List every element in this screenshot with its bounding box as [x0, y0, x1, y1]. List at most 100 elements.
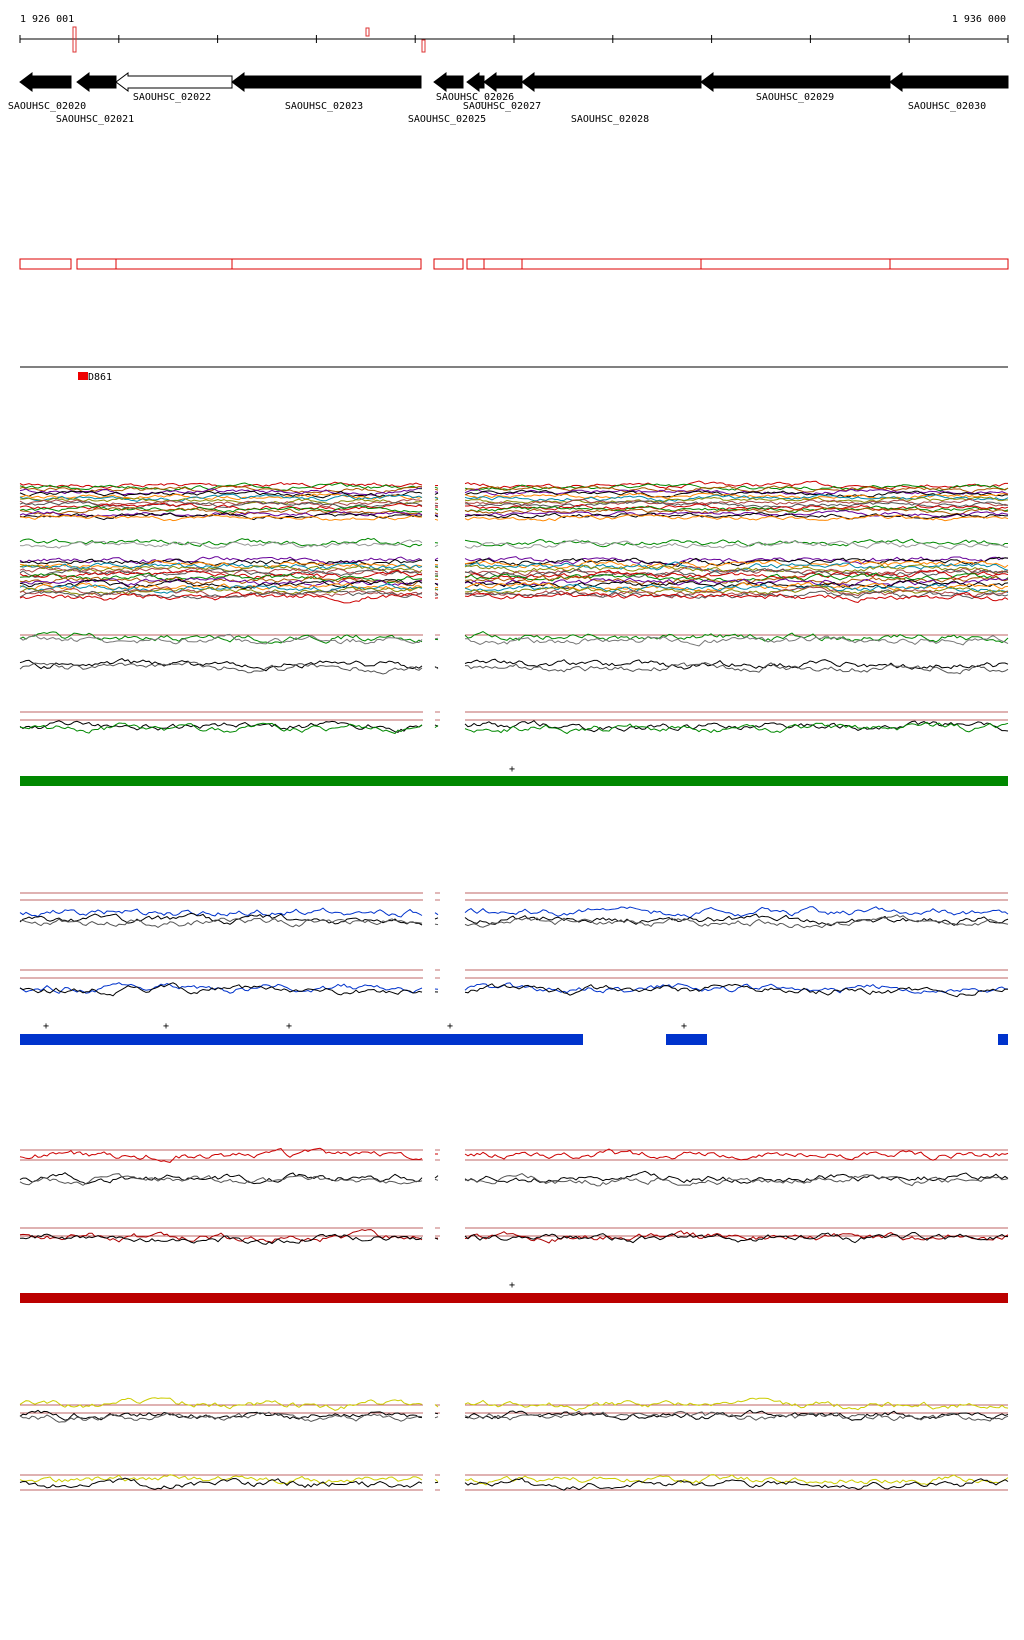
signal-line: [19, 487, 423, 496]
gene-arrow: [700, 72, 891, 92]
signal-line: [19, 514, 423, 522]
signal-line: [19, 569, 423, 580]
gene-arrow: [115, 72, 233, 92]
signal-line: [464, 1170, 1009, 1184]
signal-line: [19, 512, 423, 521]
gene-box: [889, 258, 1009, 270]
blue-mark: +: [43, 1021, 49, 1032]
signal-line: [19, 720, 423, 733]
gene-box: [231, 258, 422, 270]
signal-line: [19, 482, 423, 492]
signal-line: [434, 1237, 439, 1240]
signal-line: [19, 917, 423, 928]
signal-line: [434, 637, 439, 640]
signal-line: [464, 721, 1009, 735]
signal-line: [434, 1481, 439, 1484]
feature-label: D861: [88, 372, 112, 383]
signal-line: [19, 592, 423, 604]
signal-line: [464, 489, 1009, 498]
signal-line: [464, 906, 1009, 919]
signal-line: [19, 566, 423, 576]
signal-line: [464, 564, 1009, 574]
signal-line: [464, 914, 1009, 929]
signal-line: [19, 912, 423, 926]
signal-line: [464, 586, 1009, 599]
signal-line: [464, 658, 1009, 670]
gene-arrow: [889, 72, 1009, 92]
signal-line: [434, 1416, 439, 1419]
signal-line: [464, 492, 1009, 501]
signal-line: [19, 1147, 423, 1163]
signal-line: [434, 518, 439, 521]
signal-line: [434, 1404, 439, 1408]
signal-line: [464, 591, 1009, 604]
signal-line: [19, 493, 423, 502]
signal-line: [19, 1409, 423, 1421]
signal-line: [464, 500, 1008, 508]
signal-line: [464, 634, 1009, 647]
signal-line: [434, 923, 439, 926]
signal-line: [434, 1178, 439, 1181]
signal-line: [464, 584, 1009, 595]
signal-line: [19, 661, 423, 675]
signal-line: [464, 559, 1009, 569]
signal-line: [19, 539, 423, 549]
signal-line: [19, 1172, 423, 1185]
green-mark: +: [509, 764, 515, 775]
signal-line: [434, 570, 439, 573]
red-bar: [20, 1293, 1008, 1303]
signal-line: [464, 569, 1009, 580]
signal-line: [19, 560, 423, 569]
gene-arrow: [231, 72, 422, 92]
blue-bar: [666, 1034, 707, 1045]
signal-line: [464, 1397, 1009, 1412]
signal-line: [464, 514, 1009, 522]
signal-line: [464, 1477, 1009, 1491]
signal-line: [434, 544, 439, 548]
signal-line: [434, 508, 439, 511]
signal-line: [464, 538, 1008, 548]
signal-line: [464, 512, 1009, 520]
signal-line: [464, 983, 1009, 998]
gene-box: [700, 258, 891, 270]
ruler-start: 1 926 001: [20, 14, 74, 25]
gene-box: [521, 258, 702, 270]
signal-line: [19, 658, 423, 672]
signal-line: [464, 565, 1009, 577]
gene-label: SAOUHSC_02029: [756, 92, 834, 103]
signal-line: [464, 583, 1009, 594]
signal-line: [19, 1233, 423, 1245]
signal-line: [464, 577, 1009, 587]
signal-line: [19, 575, 423, 587]
gene-label: SAOUHSC_02023: [285, 101, 363, 112]
ruler-marker: [421, 39, 426, 53]
blue-mark: +: [286, 1021, 292, 1032]
signal-line: [464, 1231, 1009, 1244]
signal-line: [464, 496, 1009, 505]
green-bar: [20, 776, 1008, 786]
signal-line: [464, 556, 1009, 568]
signal-line: [19, 631, 423, 644]
signal-line: [19, 1397, 423, 1411]
gene-arrow: [521, 72, 702, 92]
signal-line: [19, 1229, 423, 1244]
signal-line: [19, 1477, 423, 1490]
signal-line: [465, 503, 1009, 511]
signal-line: [19, 502, 423, 511]
gene-box: [483, 258, 523, 270]
ruler-marker: [72, 26, 77, 53]
signal-line: [434, 512, 439, 515]
gene-label: SAOUHSC_02022: [133, 92, 211, 103]
blue-mark: +: [681, 1021, 687, 1032]
signal-line: [434, 592, 439, 596]
signal-line: [19, 497, 423, 505]
signal-line: [464, 1474, 1009, 1486]
signal-line: [464, 556, 1009, 566]
signal-line: [19, 582, 423, 591]
blue-mark: +: [163, 1021, 169, 1032]
signal-line: [19, 572, 423, 584]
signal-line: [434, 588, 439, 591]
signal-line: [464, 631, 1009, 644]
